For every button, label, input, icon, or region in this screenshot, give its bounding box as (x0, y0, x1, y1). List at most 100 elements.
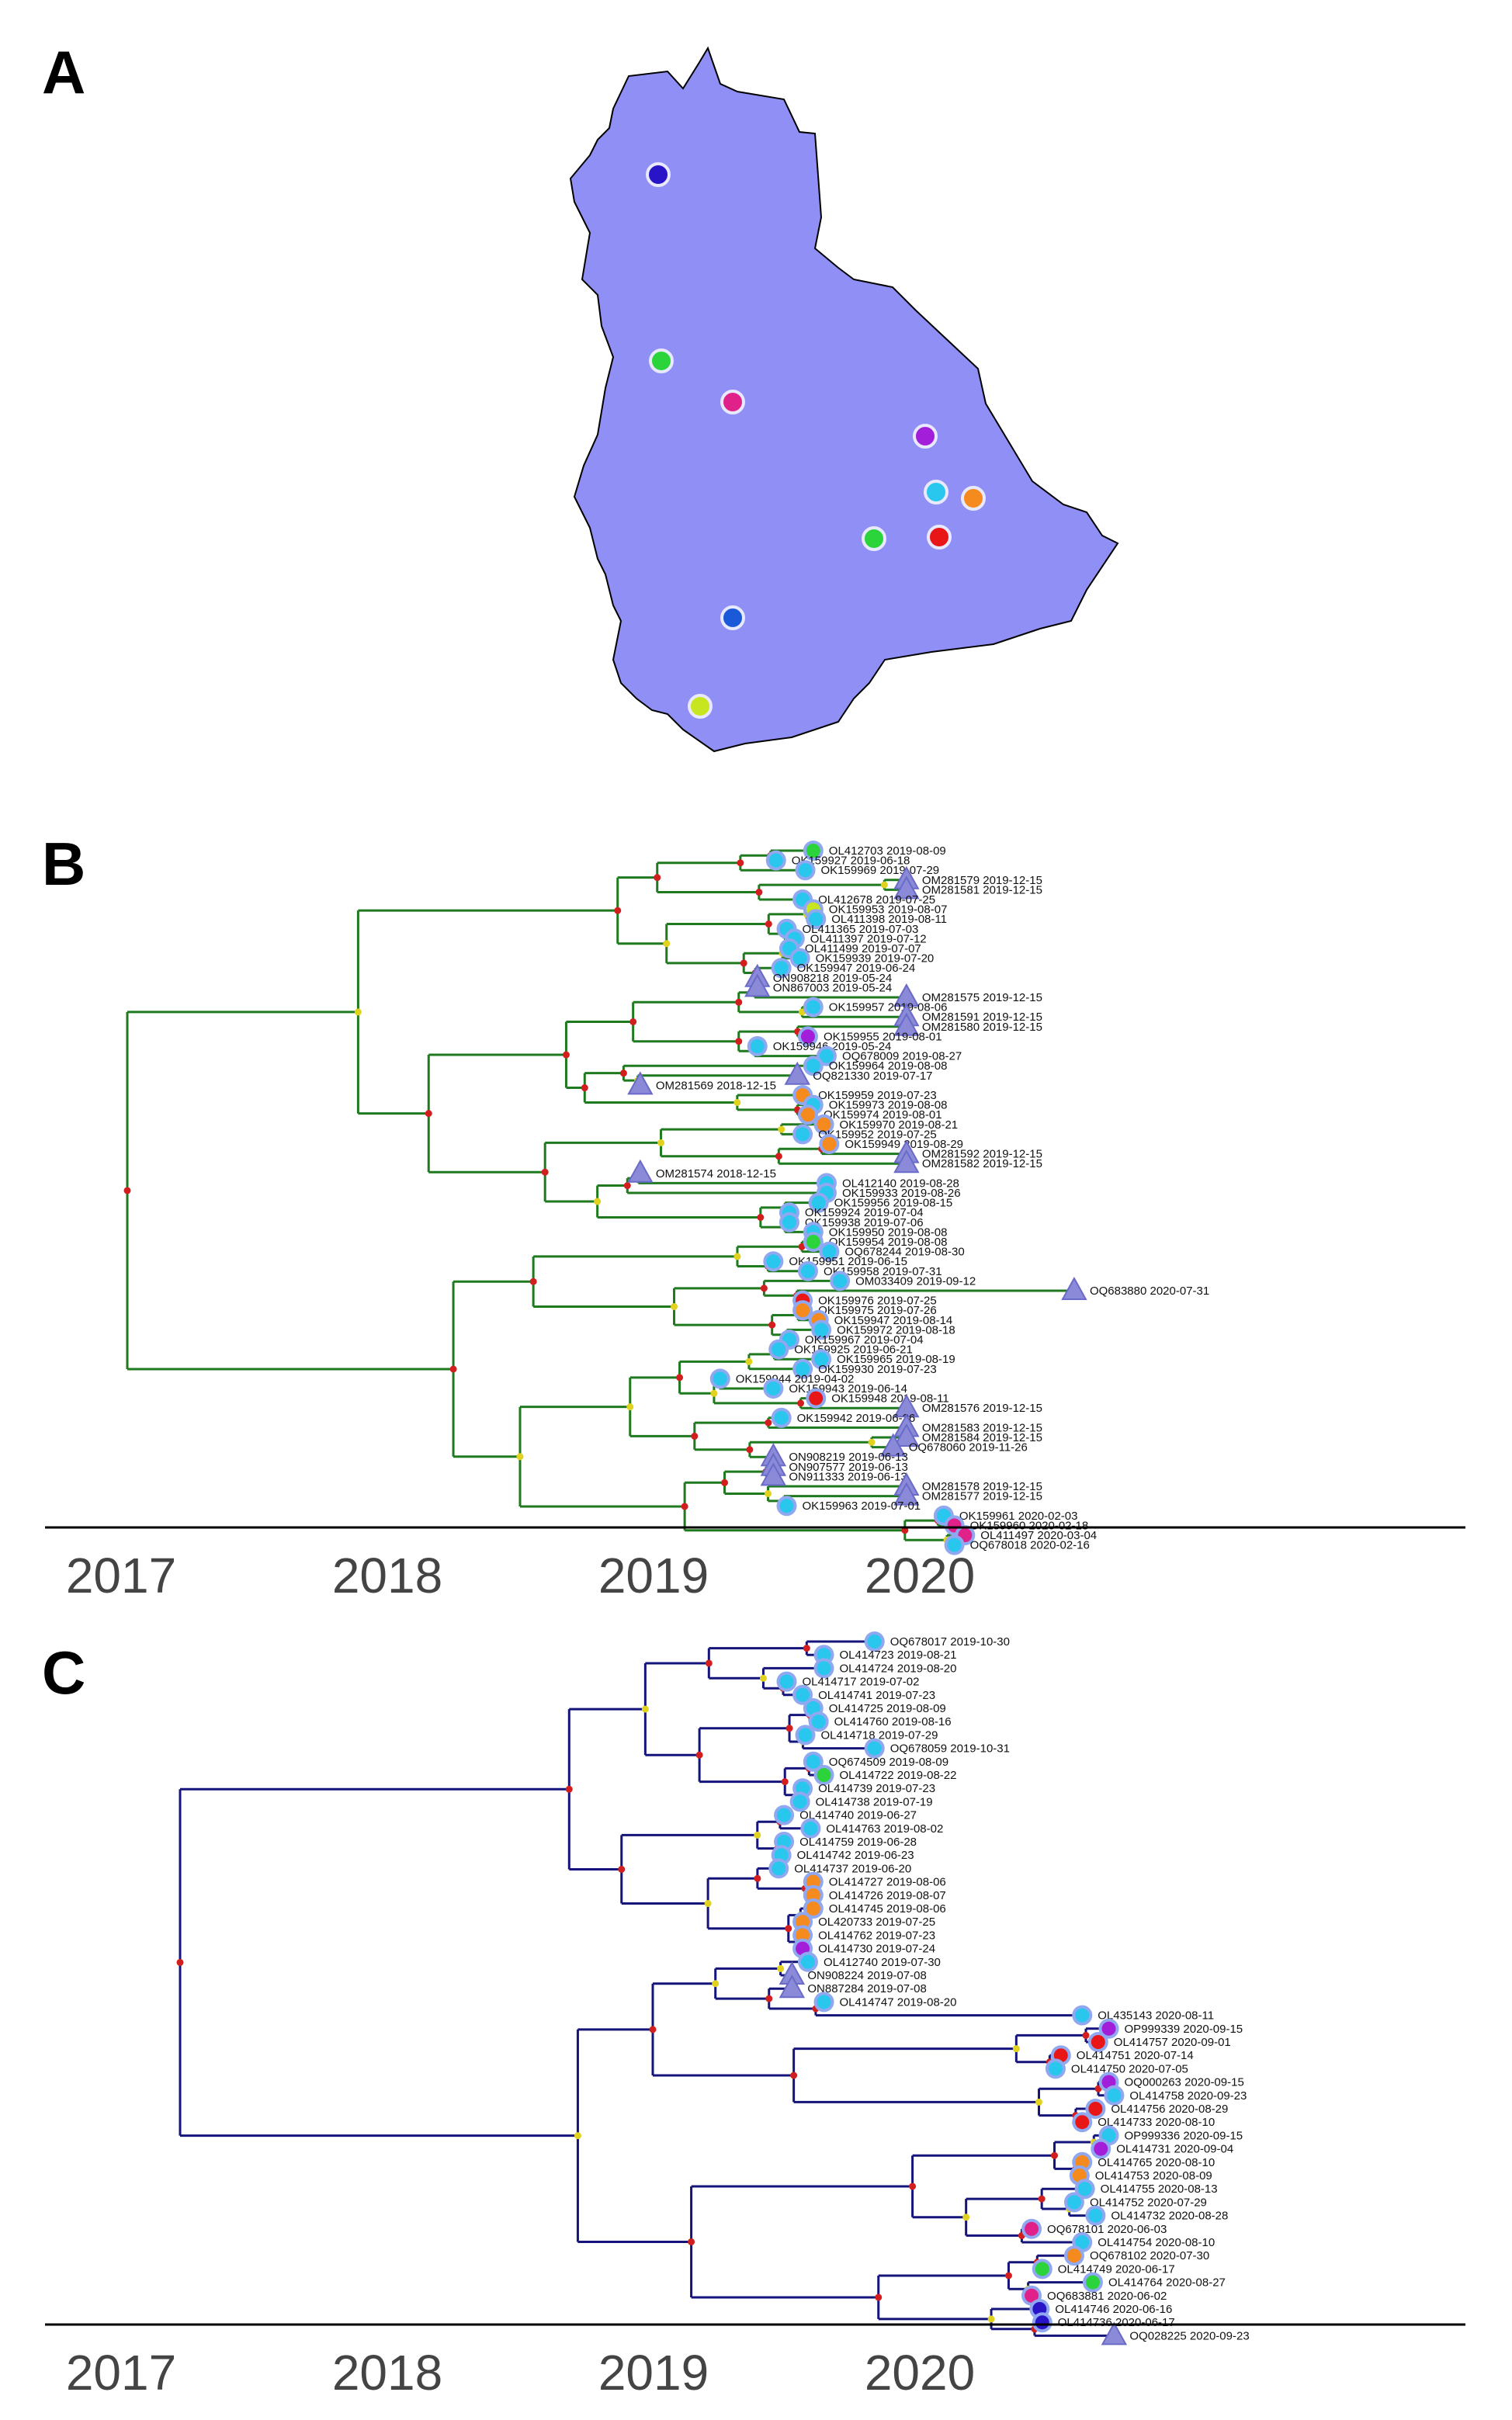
internal-node (623, 1182, 631, 1190)
x-tick-label: 2017 (66, 2345, 176, 2401)
tip-label: OK159973 2019-08-08 (829, 1099, 948, 1112)
tip-label: OL414755 2020-08-13 (1101, 2183, 1218, 2196)
tip-marker-cyan (750, 1039, 765, 1053)
internal-node (541, 1168, 549, 1176)
tip-label: OM281580 2019-12-15 (922, 1021, 1042, 1034)
tip-label: OQ674509 2019-08-09 (829, 1756, 948, 1769)
internal-node (754, 1831, 761, 1839)
tip-marker-cyan (779, 1499, 794, 1513)
tip-marker-cyan (779, 1674, 794, 1689)
tip-label: OK159955 2019-08-01 (824, 1030, 942, 1043)
tip-label: OM281569 2018-12-15 (656, 1079, 776, 1092)
site-marker-magenta (720, 390, 745, 414)
tip-label: OK159939 2019-07-20 (816, 952, 935, 966)
tip-marker-cyan (798, 1728, 813, 1742)
tip-label: OL414740 2019-06-27 (799, 1809, 917, 1822)
tip-marker-green (817, 1768, 831, 1782)
tip-label: OL412678 2019-07-25 (818, 893, 935, 907)
tip-marker-orange (800, 1108, 815, 1122)
tip-label: OK159960 2020-02-18 (970, 1519, 1089, 1532)
tip-marker-cyan (800, 1954, 815, 1969)
tip-marker-red (1075, 2115, 1090, 2130)
tip-marker-cyan (811, 1714, 826, 1729)
tip-label: OK159930 2019-07-23 (818, 1363, 937, 1376)
internal-node (1012, 2045, 1020, 2053)
internal-node (798, 1243, 806, 1250)
tip-marker-green (806, 1235, 820, 1249)
tip-label: OL414725 2019-08-09 (829, 1702, 946, 1715)
tip-label: OQ678101 2020-06-03 (1047, 2223, 1167, 2236)
internal-node (354, 1008, 362, 1016)
internal-node (629, 1018, 637, 1025)
internal-node (760, 1285, 768, 1292)
tip-label: OL414758 2020-09-23 (1129, 2089, 1247, 2103)
tip-label: OL411397 2019-07-12 (810, 932, 927, 945)
tip-marker-cyan (817, 1995, 831, 2009)
tip-label: OL414717 2019-07-02 (803, 1676, 920, 1689)
internal-node (735, 998, 743, 1006)
tip-label: OQ678102 2020-07-30 (1090, 2249, 1209, 2262)
internal-node (1082, 2031, 1090, 2039)
internal-node (529, 1278, 537, 1285)
tip-label: OL414754 2020-08-10 (1098, 2236, 1215, 2249)
internal-node (594, 1198, 602, 1205)
internal-node (733, 1253, 741, 1260)
internal-node (1038, 2195, 1046, 2203)
tip-label: OM281574 2018-12-15 (656, 1167, 776, 1181)
tip-marker-reference (880, 1433, 907, 1457)
internal-node (757, 1214, 765, 1221)
tip-label: OL412740 2019-07-30 (824, 1956, 941, 1969)
tip-label: ON908219 2019-06-13 (789, 1451, 907, 1464)
tip-marker-reference (779, 1974, 806, 1999)
tip-label: OL414736 2020-06-17 (1058, 2316, 1175, 2329)
tip-marker-magenta (1025, 2221, 1039, 2236)
tip-label: OL414723 2019-08-21 (840, 1649, 957, 1662)
tip-marker-orange (1066, 2248, 1081, 2263)
site-marker-orange (961, 486, 986, 511)
tip-label: OM281576 2019-12-15 (922, 1402, 1042, 1415)
tip-label: OK159942 2019-06-26 (797, 1412, 916, 1425)
tip-label: OL414737 2019-06-20 (794, 1862, 911, 1875)
tip-label: OL414747 2019-08-20 (840, 1995, 957, 2009)
tip-marker-cyan (1066, 2195, 1081, 2210)
tip-label: OK159954 2019-08-08 (829, 1236, 948, 1249)
tip-marker-cyan (806, 1000, 820, 1014)
tip-label: OL412140 2019-08-28 (842, 1177, 959, 1190)
internal-node (618, 1865, 626, 1873)
tip-label: OM281582 2019-12-15 (922, 1157, 1042, 1170)
panel-label-a: A (42, 38, 86, 106)
tip-label: OK159975 2019-07-26 (818, 1304, 937, 1317)
tip-marker-cyan (867, 1635, 882, 1649)
tip-label: OK159957 2019-08-06 (829, 1001, 948, 1014)
tip-label: OL414741 2019-07-23 (818, 1689, 935, 1702)
tip-marker-reference (760, 1462, 787, 1486)
tip-label: OM281575 2019-12-15 (922, 991, 1042, 1004)
tip-label: OP999339 2020-09-15 (1125, 2023, 1243, 2036)
internal-node (755, 889, 763, 896)
tip-label: OK159948 2019-08-11 (831, 1392, 949, 1406)
internal-node (765, 1995, 773, 2002)
tip-marker-cyan (1075, 2008, 1090, 2023)
tip-label: ON887284 2019-07-08 (807, 1982, 926, 1995)
internal-node (785, 1725, 793, 1732)
tip-marker-reference (893, 1012, 920, 1036)
time-axis: 2017 2018 2019 2020 (45, 1526, 1465, 1599)
tip-label: OQ821330 2019-07-17 (813, 1070, 932, 1083)
tip-label: ON907577 2019-06-13 (789, 1461, 907, 1474)
tip-label: OL414738 2019-07-19 (816, 1795, 933, 1808)
tip-label: OM281579 2019-12-15 (922, 874, 1042, 887)
tip-label: OL414730 2019-07-24 (818, 1943, 935, 1956)
tip-label: OL414750 2020-07-05 (1071, 2062, 1188, 2075)
tip-label: OL414739 2019-07-23 (818, 1782, 935, 1795)
tip-label: OK159952 2019-07-25 (818, 1128, 937, 1141)
tip-marker-cyan (819, 1049, 834, 1063)
internal-node (880, 881, 888, 889)
tip-marker-orange (822, 1137, 837, 1151)
panel-label-c: C (42, 1638, 86, 1707)
internal-node (746, 1446, 754, 1454)
tip-marker-cyan (796, 1127, 810, 1142)
tip-marker-cyan (792, 1794, 807, 1809)
site-marker-red (927, 525, 952, 550)
tip-label: OM281578 2019-12-15 (922, 1480, 1042, 1493)
